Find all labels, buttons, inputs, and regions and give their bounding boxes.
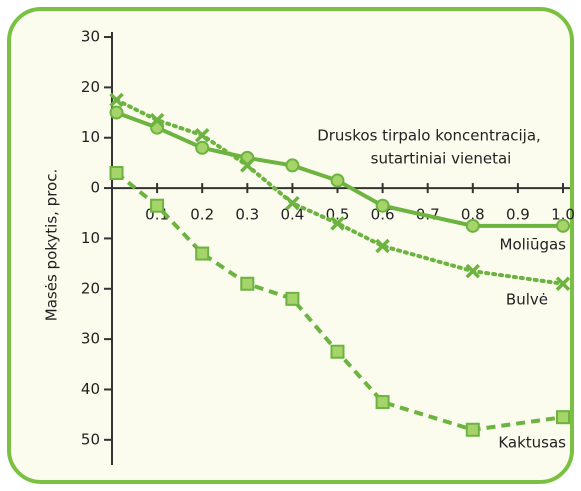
- y-tick-label: 20: [81, 279, 100, 297]
- x-tick-label: 0.8: [461, 206, 485, 224]
- point: [109, 105, 124, 120]
- point: [285, 291, 300, 306]
- point: [330, 216, 345, 231]
- x-tick-label: 1.0: [551, 206, 575, 224]
- point: [330, 344, 345, 359]
- y-tick-label: 0: [90, 179, 100, 197]
- point: [109, 92, 124, 108]
- y-tick-label: 10: [81, 128, 100, 146]
- series-label: Bulvė: [506, 291, 548, 309]
- point: [285, 195, 300, 211]
- x-tick-label: 0.6: [371, 206, 395, 224]
- x-tick-label: 0.9: [506, 206, 530, 224]
- point: [195, 140, 210, 155]
- point: [375, 238, 390, 254]
- point: [240, 276, 255, 291]
- x-tick-label: 0.2: [190, 206, 214, 224]
- x-tick-label: 0.3: [235, 206, 259, 224]
- point: [556, 410, 570, 425]
- y-tick-label: 30: [81, 28, 100, 46]
- point: [555, 276, 571, 291]
- point: [465, 422, 480, 437]
- point: [285, 158, 300, 173]
- y-axis-label: Masės pokytis, proc.: [43, 169, 61, 321]
- y-tick-label: 10: [81, 229, 100, 247]
- frame: [7, 7, 574, 484]
- point: [375, 198, 390, 213]
- y-tick-label: 50: [81, 430, 100, 448]
- point: [194, 127, 210, 143]
- x-tick-label: 0.4: [280, 206, 304, 224]
- y-tick-label: 20: [81, 78, 100, 96]
- y-tick-label: 40: [81, 380, 100, 398]
- point: [375, 395, 390, 410]
- series-label: Kaktusas: [498, 434, 566, 452]
- point: [330, 173, 345, 188]
- point: [240, 158, 255, 173]
- y-tick-label: 30: [81, 330, 100, 348]
- x-axis-label: Druskos tirpalo koncentracija,: [317, 127, 541, 145]
- point: [195, 246, 210, 261]
- point: [149, 112, 165, 128]
- series-label: Moliūgas: [500, 236, 567, 254]
- point: [556, 218, 570, 233]
- x-axis-label: sutartiniai vienetai: [371, 150, 512, 168]
- point: [465, 263, 481, 279]
- point: [150, 198, 165, 213]
- point: [109, 165, 124, 180]
- point: [465, 218, 480, 233]
